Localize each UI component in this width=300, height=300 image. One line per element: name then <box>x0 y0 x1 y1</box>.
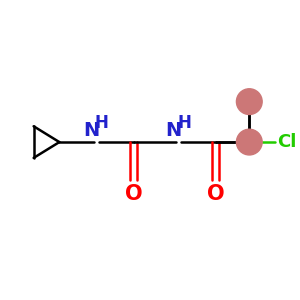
Text: O: O <box>125 184 142 204</box>
Text: N: N <box>83 121 99 140</box>
Circle shape <box>236 129 262 155</box>
Text: H: H <box>177 114 191 132</box>
Text: Cl: Cl <box>277 133 296 151</box>
Text: H: H <box>95 114 109 132</box>
Text: O: O <box>207 184 224 204</box>
Circle shape <box>236 89 262 115</box>
Text: N: N <box>165 121 181 140</box>
